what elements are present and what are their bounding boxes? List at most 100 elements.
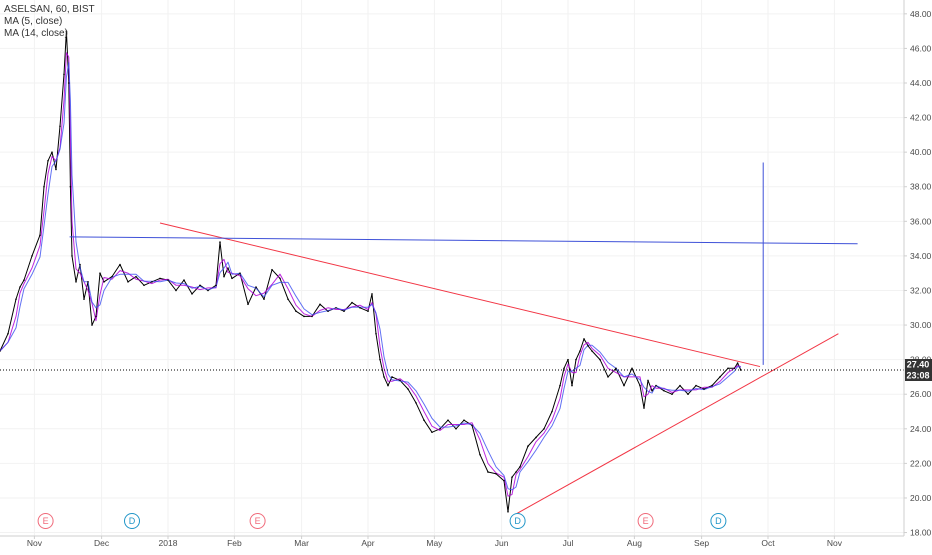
price-point <box>75 281 77 283</box>
earnings-marker-icon[interactable]: E <box>249 513 266 529</box>
price-point <box>335 306 337 309</box>
price-point <box>647 379 649 382</box>
trend-line[interactable] <box>159 222 761 368</box>
x-tick-label: Jul <box>563 538 574 548</box>
price-point <box>571 384 573 387</box>
dividend-marker-icon[interactable]: D <box>509 513 526 529</box>
price-point <box>567 358 569 361</box>
price-point <box>91 324 93 326</box>
price-point <box>679 384 681 387</box>
x-tick-label: Aug <box>627 538 642 548</box>
price-point <box>519 466 521 468</box>
y-tick-label: 36.00 <box>910 216 932 226</box>
event-marker-circle[interactable] <box>710 513 727 529</box>
dividend-marker-icon[interactable]: D <box>124 513 140 529</box>
indicator-ma5-label[interactable]: MA (5, close) <box>4 16 63 27</box>
y-tick-label: 26.00 <box>910 389 932 399</box>
price-point <box>69 185 72 188</box>
y-tick-label: 20.00 <box>910 493 932 503</box>
price-point <box>719 376 721 378</box>
last-price-label: 27.40 <box>907 360 930 370</box>
price-point <box>271 268 273 271</box>
price-point <box>703 388 705 390</box>
drawing-layer[interactable] <box>0 162 904 514</box>
price-point <box>311 315 313 318</box>
price-point <box>439 428 441 430</box>
price-point <box>551 410 553 413</box>
price-point <box>83 298 85 300</box>
price-point <box>103 281 105 283</box>
x-tick-label: Apr <box>361 538 374 548</box>
price-point <box>515 471 517 473</box>
dividend-marker-icon[interactable]: D <box>710 513 727 529</box>
price-point <box>631 367 633 370</box>
price-point <box>183 279 185 281</box>
price-point <box>687 393 689 396</box>
price-point <box>231 277 233 280</box>
indicator-ma14-label[interactable]: MA (14, close) <box>4 28 68 39</box>
countdown-badge <box>905 370 932 381</box>
event-marker-circle[interactable] <box>509 513 526 529</box>
price-point <box>543 428 545 430</box>
price-point <box>607 376 609 378</box>
price-point <box>615 367 617 370</box>
price-point <box>15 298 17 300</box>
event-marker-letter: E <box>255 516 261 526</box>
price-point <box>383 376 385 378</box>
price-point <box>0 350 1 352</box>
price-point <box>415 402 417 404</box>
price-point <box>455 428 457 430</box>
price-point <box>295 310 297 313</box>
price-point <box>387 384 389 387</box>
event-marker-letter: E <box>43 516 49 526</box>
ma14-line <box>0 62 741 491</box>
price-point <box>583 338 585 340</box>
price-point <box>43 185 45 188</box>
price-point <box>591 350 593 352</box>
price-point <box>343 310 345 313</box>
price-point <box>111 275 113 278</box>
price-point <box>327 310 329 313</box>
event-marker-letter: E <box>643 516 649 526</box>
earnings-marker-icon[interactable]: E <box>637 513 654 529</box>
price-point <box>495 472 497 475</box>
price-point <box>733 367 736 370</box>
price-point <box>736 362 739 364</box>
price-point <box>367 310 369 313</box>
ma5-line <box>0 52 741 497</box>
chart-legend: ASELSAN, 60, BIST MA (5, close) MA (14, … <box>4 4 95 40</box>
event-marker-circle[interactable] <box>37 513 54 529</box>
event-marker-circle[interactable] <box>637 513 654 529</box>
earnings-marker-icon[interactable]: E <box>37 513 54 529</box>
symbol-title[interactable]: ASELSAN, 60, BIST <box>4 4 95 15</box>
event-marker-circle[interactable] <box>249 513 266 529</box>
resistance-line[interactable] <box>69 236 858 245</box>
trend-line[interactable] <box>516 333 839 514</box>
y-tick-label: 38.00 <box>910 182 932 192</box>
y-tick-label: 46.00 <box>910 43 932 53</box>
price-point <box>191 293 193 295</box>
price-badge-layer: 27.40 23:08 <box>905 359 932 381</box>
price-point <box>219 241 221 243</box>
price-point <box>31 255 33 257</box>
event-marker-circle[interactable] <box>124 513 140 529</box>
x-tick-label: Sep <box>694 538 709 548</box>
price-point <box>375 332 377 335</box>
price-point <box>319 303 321 306</box>
x-tick-label: May <box>426 538 443 548</box>
price-point <box>303 315 305 318</box>
price-point <box>559 384 561 387</box>
price-point <box>65 30 68 32</box>
price-point <box>127 281 129 283</box>
price-point <box>247 303 249 306</box>
price-point <box>175 289 177 292</box>
price-point <box>351 301 353 304</box>
y-tick-label: 22.00 <box>910 458 932 468</box>
price-point <box>23 279 25 281</box>
price-point <box>279 277 281 280</box>
x-tick-label: Dec <box>94 538 110 548</box>
